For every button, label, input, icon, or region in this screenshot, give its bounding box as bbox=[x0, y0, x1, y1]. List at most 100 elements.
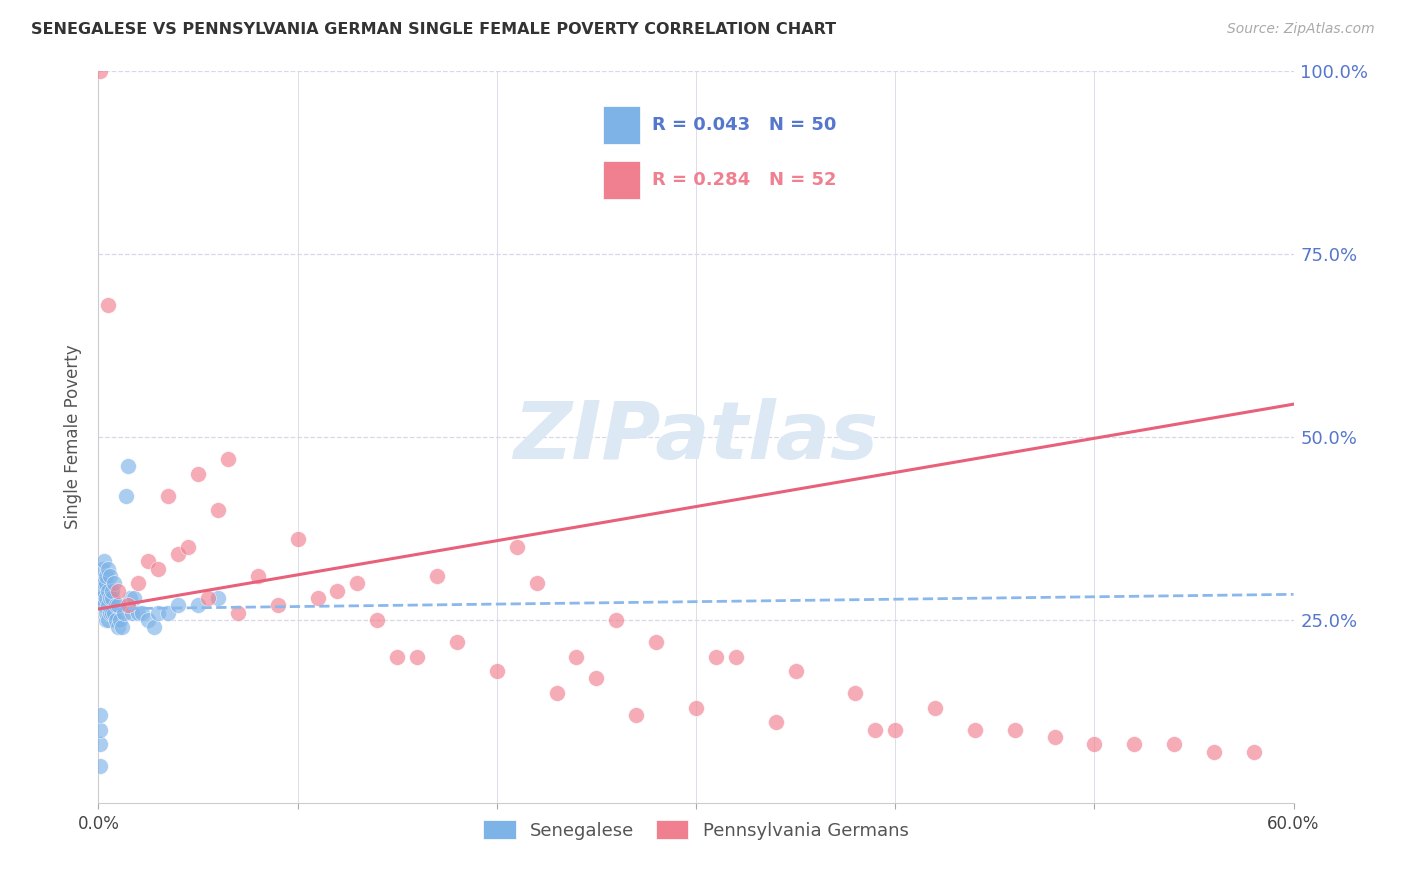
Point bbox=[406, 649, 429, 664]
Point bbox=[307, 591, 329, 605]
Point bbox=[1043, 730, 1066, 744]
Point bbox=[110, 613, 132, 627]
Point bbox=[136, 554, 159, 568]
Point bbox=[287, 533, 309, 547]
Point bbox=[157, 606, 180, 620]
Point bbox=[93, 554, 115, 568]
Point bbox=[385, 649, 409, 664]
Point bbox=[526, 576, 548, 591]
Point bbox=[1004, 723, 1026, 737]
Point bbox=[207, 503, 229, 517]
Point bbox=[884, 723, 907, 737]
Point bbox=[865, 723, 887, 737]
Point bbox=[565, 649, 588, 664]
Point bbox=[96, 569, 118, 583]
Point bbox=[105, 599, 128, 613]
Point bbox=[98, 569, 122, 583]
Point bbox=[1202, 745, 1225, 759]
Point bbox=[1243, 745, 1265, 759]
Point bbox=[115, 489, 138, 503]
Point bbox=[112, 606, 135, 620]
Point bbox=[585, 672, 607, 686]
Point bbox=[446, 635, 468, 649]
Point bbox=[107, 620, 129, 634]
Point bbox=[96, 613, 118, 627]
Point bbox=[704, 649, 727, 664]
Point bbox=[111, 620, 134, 634]
Y-axis label: Single Female Poverty: Single Female Poverty bbox=[65, 345, 83, 529]
Point bbox=[685, 700, 707, 714]
Point bbox=[124, 591, 146, 605]
Point bbox=[96, 606, 118, 620]
Point bbox=[217, 452, 239, 467]
Point bbox=[207, 591, 229, 605]
Point bbox=[93, 599, 115, 613]
Point bbox=[96, 576, 118, 591]
Point bbox=[177, 540, 200, 554]
Point bbox=[127, 576, 149, 591]
Point bbox=[924, 700, 946, 714]
Point bbox=[101, 591, 124, 605]
Point bbox=[1163, 737, 1185, 751]
Point bbox=[103, 606, 125, 620]
Point bbox=[506, 540, 529, 554]
Point bbox=[117, 459, 139, 474]
Point bbox=[89, 708, 111, 723]
Point bbox=[103, 576, 125, 591]
Point bbox=[426, 569, 449, 583]
Point bbox=[91, 591, 114, 605]
Point bbox=[546, 686, 568, 700]
Point bbox=[131, 606, 153, 620]
Point bbox=[167, 599, 190, 613]
Point bbox=[605, 613, 627, 627]
Point bbox=[89, 737, 111, 751]
Point bbox=[626, 708, 648, 723]
Point bbox=[246, 569, 269, 583]
Point bbox=[101, 606, 124, 620]
Point bbox=[121, 606, 143, 620]
Text: SENEGALESE VS PENNSYLVANIA GERMAN SINGLE FEMALE POVERTY CORRELATION CHART: SENEGALESE VS PENNSYLVANIA GERMAN SINGLE… bbox=[31, 22, 837, 37]
Point bbox=[98, 591, 122, 605]
Point bbox=[326, 583, 349, 598]
Point bbox=[91, 576, 114, 591]
Point bbox=[485, 664, 508, 678]
Point bbox=[1083, 737, 1105, 751]
Point bbox=[89, 759, 111, 773]
Point bbox=[136, 613, 159, 627]
Point bbox=[167, 547, 190, 561]
Legend: Senegalese, Pennsylvania Germans: Senegalese, Pennsylvania Germans bbox=[474, 811, 918, 848]
Point bbox=[724, 649, 747, 664]
Point bbox=[93, 583, 115, 598]
Point bbox=[89, 723, 111, 737]
Point bbox=[187, 467, 209, 481]
Point bbox=[89, 64, 111, 78]
Point bbox=[97, 298, 120, 312]
Point bbox=[197, 591, 219, 605]
Point bbox=[963, 723, 986, 737]
Point bbox=[226, 606, 249, 620]
Point bbox=[366, 613, 388, 627]
Point bbox=[97, 583, 120, 598]
Point bbox=[1123, 737, 1146, 751]
Point bbox=[127, 606, 149, 620]
Point bbox=[143, 620, 166, 634]
Point bbox=[267, 599, 290, 613]
Point bbox=[785, 664, 807, 678]
Point bbox=[120, 591, 142, 605]
Text: Source: ZipAtlas.com: Source: ZipAtlas.com bbox=[1227, 22, 1375, 37]
Point bbox=[91, 591, 114, 605]
Point bbox=[107, 583, 129, 598]
Point bbox=[645, 635, 668, 649]
Point bbox=[117, 599, 139, 613]
Point bbox=[148, 562, 170, 576]
Point bbox=[187, 599, 209, 613]
Point bbox=[97, 562, 120, 576]
Point bbox=[97, 613, 120, 627]
Point bbox=[93, 576, 115, 591]
Point bbox=[96, 591, 118, 605]
Point bbox=[101, 583, 124, 598]
Point bbox=[105, 613, 128, 627]
Point bbox=[97, 599, 120, 613]
Point bbox=[765, 715, 787, 730]
Point bbox=[157, 489, 180, 503]
